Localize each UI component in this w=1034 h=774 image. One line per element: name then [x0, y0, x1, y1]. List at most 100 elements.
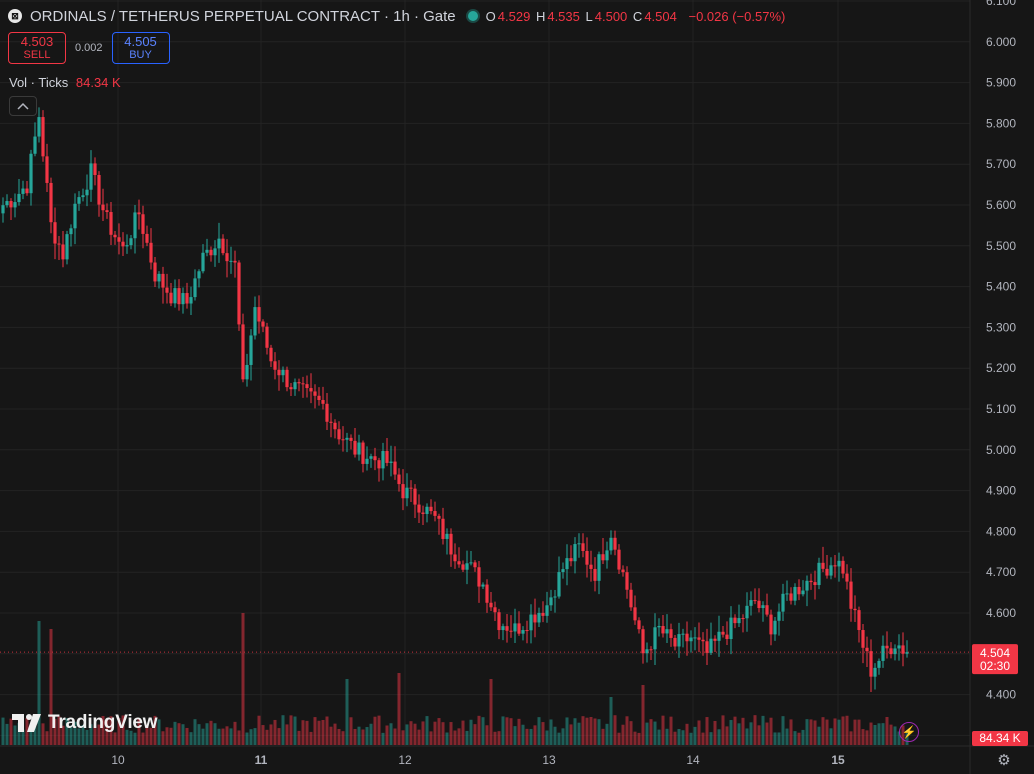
candle-body	[665, 629, 669, 634]
candle-body	[53, 222, 57, 244]
volume-bar	[741, 717, 745, 745]
candle-body	[325, 403, 329, 422]
candle-body	[369, 456, 373, 459]
volume-bar	[549, 719, 553, 745]
volume-bar	[605, 723, 609, 745]
volume-bar	[737, 723, 741, 745]
candle-body	[389, 461, 393, 463]
candle-body	[689, 637, 693, 642]
volume-bar	[337, 728, 341, 745]
volume-bar	[421, 721, 425, 745]
volume-bar	[45, 731, 49, 745]
volume-bar	[249, 729, 253, 745]
candle-body	[281, 369, 285, 376]
candle-body	[749, 600, 753, 606]
volume-bar	[697, 720, 701, 745]
volume-bar	[137, 718, 141, 745]
volume-bar	[285, 724, 289, 745]
candle-body	[169, 292, 173, 304]
volume-bar	[245, 732, 249, 745]
candle-body	[705, 641, 709, 653]
candle-body	[537, 612, 541, 623]
candle-body	[625, 572, 629, 590]
candle-body	[881, 645, 885, 661]
candle-body	[97, 175, 101, 205]
volume-bar	[533, 725, 537, 745]
volume-bar	[529, 728, 533, 745]
volume-bar	[841, 716, 845, 745]
settings-gear-icon[interactable]: ⚙	[997, 752, 1011, 769]
volume-bar	[589, 716, 593, 745]
y-axis-tick-label: 4.600	[986, 606, 1016, 620]
volume-bar	[69, 725, 73, 745]
volume-bar	[813, 720, 817, 745]
candle-body	[177, 288, 181, 305]
volume-bar	[289, 715, 293, 745]
volume-bar	[133, 732, 137, 745]
candle-body	[109, 212, 113, 235]
y-axis-tick-label: 4.700	[986, 565, 1016, 579]
volume-bar	[781, 716, 785, 745]
sell-button[interactable]: 4.503 SELL	[8, 32, 66, 64]
volume-bar	[785, 728, 789, 745]
volume-bar	[429, 731, 433, 745]
volume-bar	[281, 715, 285, 745]
candle-body	[801, 590, 805, 595]
candle-body	[77, 197, 81, 204]
market-open-status-icon[interactable]	[467, 11, 478, 21]
symbol-title[interactable]: ORDINALS / TETHERUS PERPETUAL CONTRACT ·…	[30, 7, 456, 25]
candle-body	[713, 638, 717, 641]
candle-body	[497, 612, 501, 631]
volume-bar	[573, 718, 577, 745]
volume-bar	[629, 721, 633, 745]
candle-body	[645, 649, 649, 654]
sell-label: SELL	[23, 49, 51, 62]
buy-button[interactable]: 4.505 BUY	[111, 32, 170, 64]
candle-body	[113, 234, 117, 238]
candle-body	[769, 614, 773, 635]
volume-bar	[617, 732, 621, 745]
candle-body	[589, 564, 593, 569]
volume-bar	[777, 732, 781, 745]
candle-body	[461, 564, 465, 570]
volume-bar	[81, 724, 85, 745]
volume-bar	[269, 724, 273, 745]
volume-bar	[849, 731, 853, 745]
volume-bar	[677, 729, 681, 745]
candle-body	[385, 451, 389, 463]
volume-bar	[13, 725, 17, 745]
candle-body	[501, 626, 505, 631]
candle-body	[73, 203, 77, 229]
tradingview-logo[interactable]: TradingView	[12, 712, 158, 734]
y-axis-tick-label: 5.600	[986, 198, 1016, 212]
lightning-icon[interactable]: ⚡	[899, 722, 919, 742]
volume-bar	[581, 716, 585, 745]
volume-bar	[405, 724, 409, 745]
candle-body	[521, 630, 525, 634]
candle-body	[225, 253, 229, 262]
volume-bar	[217, 728, 221, 745]
candle-body	[565, 558, 569, 570]
candle-body	[117, 237, 121, 242]
candle-body	[473, 562, 477, 568]
volume-legend[interactable]: Vol · Ticks 84.34 K	[9, 75, 121, 90]
volume-bar	[881, 723, 885, 745]
volume-bar	[17, 722, 21, 745]
volume-bar	[329, 726, 333, 745]
candle-body	[785, 593, 789, 595]
y-axis-tick-label: 5.200	[986, 361, 1016, 375]
candle-body	[337, 429, 341, 440]
candle-body	[817, 562, 821, 586]
volume-bar	[817, 726, 821, 745]
candle-body	[857, 610, 861, 631]
candle-body	[653, 627, 657, 650]
volume-bar	[173, 721, 177, 745]
volume-bar	[537, 717, 541, 745]
collapse-legend-button[interactable]	[9, 96, 37, 116]
high-value: 4.535	[547, 8, 580, 24]
volume-bar	[661, 715, 665, 745]
volume-bar	[561, 728, 565, 745]
x-axis-tick-label: 15	[831, 753, 845, 767]
volume-bar	[837, 719, 841, 745]
